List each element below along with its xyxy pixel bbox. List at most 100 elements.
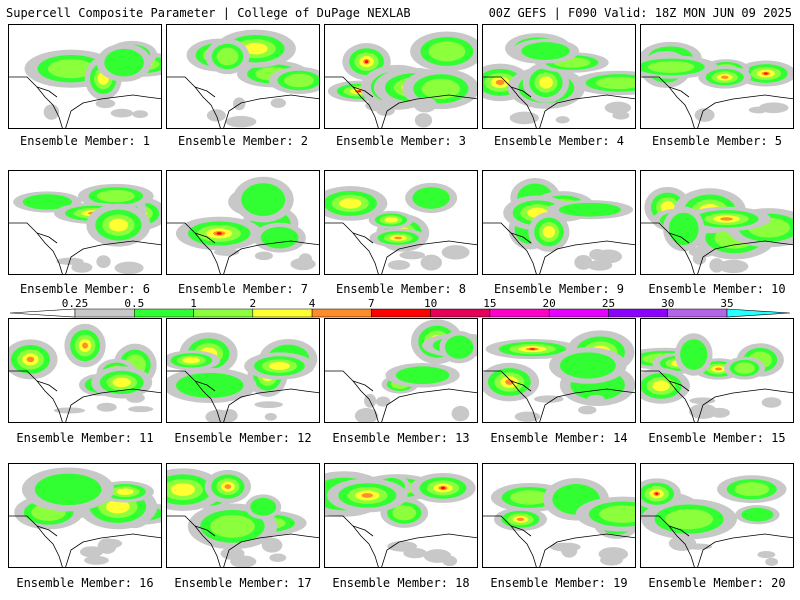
- colorbar-segment: [371, 308, 431, 318]
- ensemble-panel: [324, 170, 478, 275]
- scp-contour: [599, 505, 635, 523]
- scp-contour: [395, 366, 450, 385]
- border-line: [510, 232, 532, 244]
- scp-contour: [652, 380, 670, 392]
- scp-contour: [600, 554, 623, 566]
- colorbar-segment: [252, 308, 313, 318]
- ensemble-member-label: Ensemble Member: 18: [332, 576, 470, 590]
- border-line: [668, 525, 690, 537]
- coastline: [483, 370, 635, 422]
- colorbar-tick-label: 20: [542, 297, 556, 310]
- ensemble-member-label: Ensemble Member: 3: [335, 134, 467, 148]
- scp-contour: [339, 198, 362, 209]
- coastline: [641, 370, 793, 422]
- scp-contour: [96, 402, 117, 412]
- colorbar-tick-label: 7: [368, 297, 375, 310]
- scp-contour: [413, 96, 437, 113]
- ensemble-panel: [166, 318, 320, 423]
- scp-contour: [529, 348, 536, 350]
- scp-contour: [376, 105, 395, 116]
- scp-contour: [412, 187, 450, 209]
- scp-contour: [176, 372, 244, 399]
- scp-contour: [721, 75, 729, 79]
- colorbar-tick-label: 0.5: [124, 297, 145, 310]
- border-line: [510, 86, 532, 98]
- scp-contour: [451, 405, 470, 422]
- ensemble-panel: [482, 463, 636, 568]
- scp-contour: [284, 73, 314, 88]
- ensemble-member-label: Ensemble Member: 2: [177, 134, 309, 148]
- ensemble-member-label: Ensemble Member: 1: [19, 134, 151, 148]
- scp-contour: [100, 538, 123, 549]
- scp-contour: [243, 42, 268, 55]
- colorbar-segment: [193, 308, 254, 318]
- scp-contour: [95, 98, 116, 109]
- scp-contour: [114, 261, 144, 274]
- colorbar-tick-label: 30: [661, 297, 675, 310]
- ensemble-member-label: Ensemble Member: 20: [648, 576, 786, 590]
- scp-contour: [765, 557, 779, 566]
- scp-contour: [414, 113, 433, 128]
- scp-contour: [110, 108, 134, 118]
- scp-contour: [561, 543, 578, 558]
- scp-contour: [254, 401, 283, 408]
- border-line: [36, 380, 58, 392]
- coastline: [483, 222, 635, 274]
- scp-contour: [112, 377, 131, 388]
- scp-contour: [757, 550, 776, 559]
- colorbar-segment: [667, 308, 728, 318]
- colorbar-tick-label: 4: [308, 297, 316, 310]
- scp-contour: [647, 61, 695, 73]
- colorbar-tick-label: 35: [720, 297, 734, 310]
- coastline: [641, 515, 793, 567]
- scp-contour: [734, 362, 755, 374]
- scp-contour: [441, 245, 470, 260]
- colorbar-tick-label: 10: [424, 297, 438, 310]
- scp-contour: [559, 352, 616, 379]
- coastline: [9, 76, 161, 128]
- colorbar-segment: [608, 308, 668, 318]
- scp-contour: [421, 78, 460, 99]
- scp-contour: [268, 361, 290, 371]
- colorbar-segment: [311, 308, 372, 318]
- scp-contour: [428, 41, 466, 62]
- colorbar-tick-label: 25: [601, 297, 616, 310]
- border-line: [668, 380, 690, 392]
- scp-contour: [214, 248, 240, 256]
- coastline: [325, 515, 477, 567]
- scp-contour: [692, 252, 707, 265]
- ensemble-member-label: Ensemble Member: 4: [493, 134, 625, 148]
- ensemble-panel: [324, 318, 478, 423]
- ensemble-member-label: Ensemble Member: 9: [493, 282, 625, 296]
- scp-contour: [47, 59, 95, 79]
- ensemble-member-label: Ensemble Member: 17: [174, 576, 312, 590]
- border-line: [668, 86, 690, 98]
- scp-contour: [441, 486, 445, 490]
- coastline: [325, 370, 477, 422]
- scp-contour: [261, 537, 283, 553]
- scp-contour: [264, 412, 277, 421]
- scp-contour: [578, 405, 597, 415]
- ensemble-member-label: Ensemble Member: 11: [16, 431, 154, 445]
- ensemble-panel: [8, 24, 162, 129]
- scp-contour: [444, 335, 474, 359]
- colorbar-tick-label: 0.25: [61, 297, 89, 310]
- scp-contour: [539, 76, 553, 89]
- scp-contour: [96, 189, 135, 203]
- scp-contour: [761, 397, 782, 408]
- scp-contour: [128, 406, 154, 413]
- ensemble-panel: [640, 318, 794, 423]
- border-line: [510, 380, 532, 392]
- ensemble-member-label: Ensemble Member: 16: [16, 576, 154, 590]
- ensemble-panel: [482, 24, 636, 129]
- scp-contour: [387, 541, 418, 552]
- border-line: [352, 525, 374, 537]
- ensemble-panel: [640, 463, 794, 568]
- scp-contour: [210, 514, 255, 538]
- scp-contour: [394, 236, 403, 240]
- scp-contour: [709, 258, 725, 273]
- coastline: [167, 370, 319, 422]
- colorbar-tick-label: 15: [483, 297, 497, 310]
- border-line: [36, 232, 58, 244]
- scp-contour: [365, 60, 368, 64]
